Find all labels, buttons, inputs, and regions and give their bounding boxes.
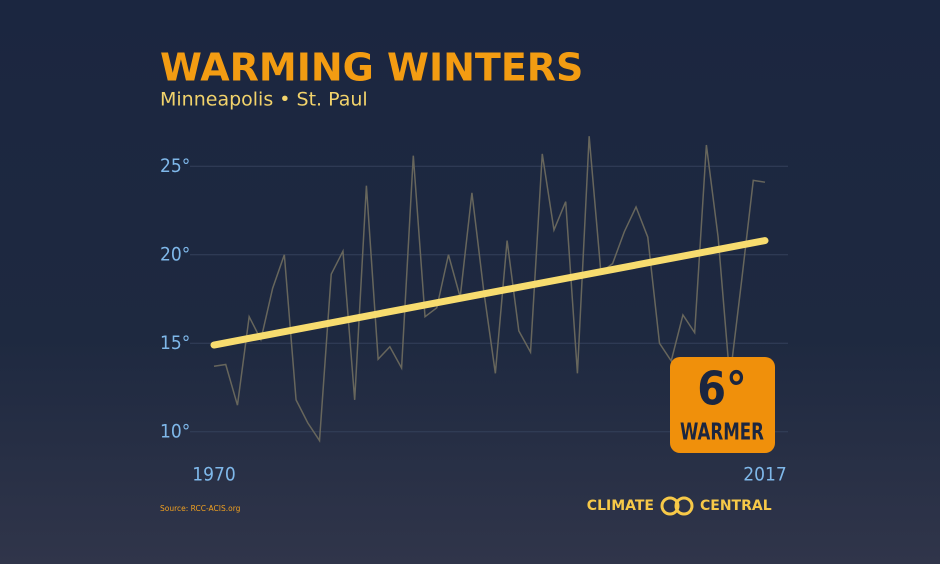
chart-subtitle: Minneapolis • St. Paul <box>160 89 368 111</box>
y-tick-label: 25° <box>160 155 190 177</box>
logo-left: CLIMATE <box>587 498 654 514</box>
badge-value: 6° <box>697 362 746 416</box>
badge <box>670 357 775 453</box>
source: Source: RCC-ACIS.org <box>160 504 241 513</box>
badge-text: WARMER <box>680 420 764 446</box>
y-tick-label: 10° <box>160 420 190 442</box>
x-tick-label: 2017 <box>743 464 787 486</box>
y-tick-label: 20° <box>160 243 190 265</box>
trend-line <box>210 237 769 349</box>
data-line <box>213 136 766 443</box>
y-tick-label: 15° <box>160 332 190 354</box>
chart-title: WARMING WINTERS <box>160 46 583 90</box>
logo-icon <box>660 496 694 516</box>
logo-right: CENTRAL <box>700 498 772 514</box>
x-tick-label: 1970 <box>192 464 236 486</box>
